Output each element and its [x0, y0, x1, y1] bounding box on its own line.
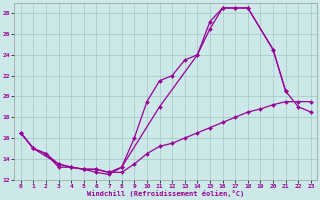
X-axis label: Windchill (Refroidissement éolien,°C): Windchill (Refroidissement éolien,°C) [87, 190, 244, 197]
